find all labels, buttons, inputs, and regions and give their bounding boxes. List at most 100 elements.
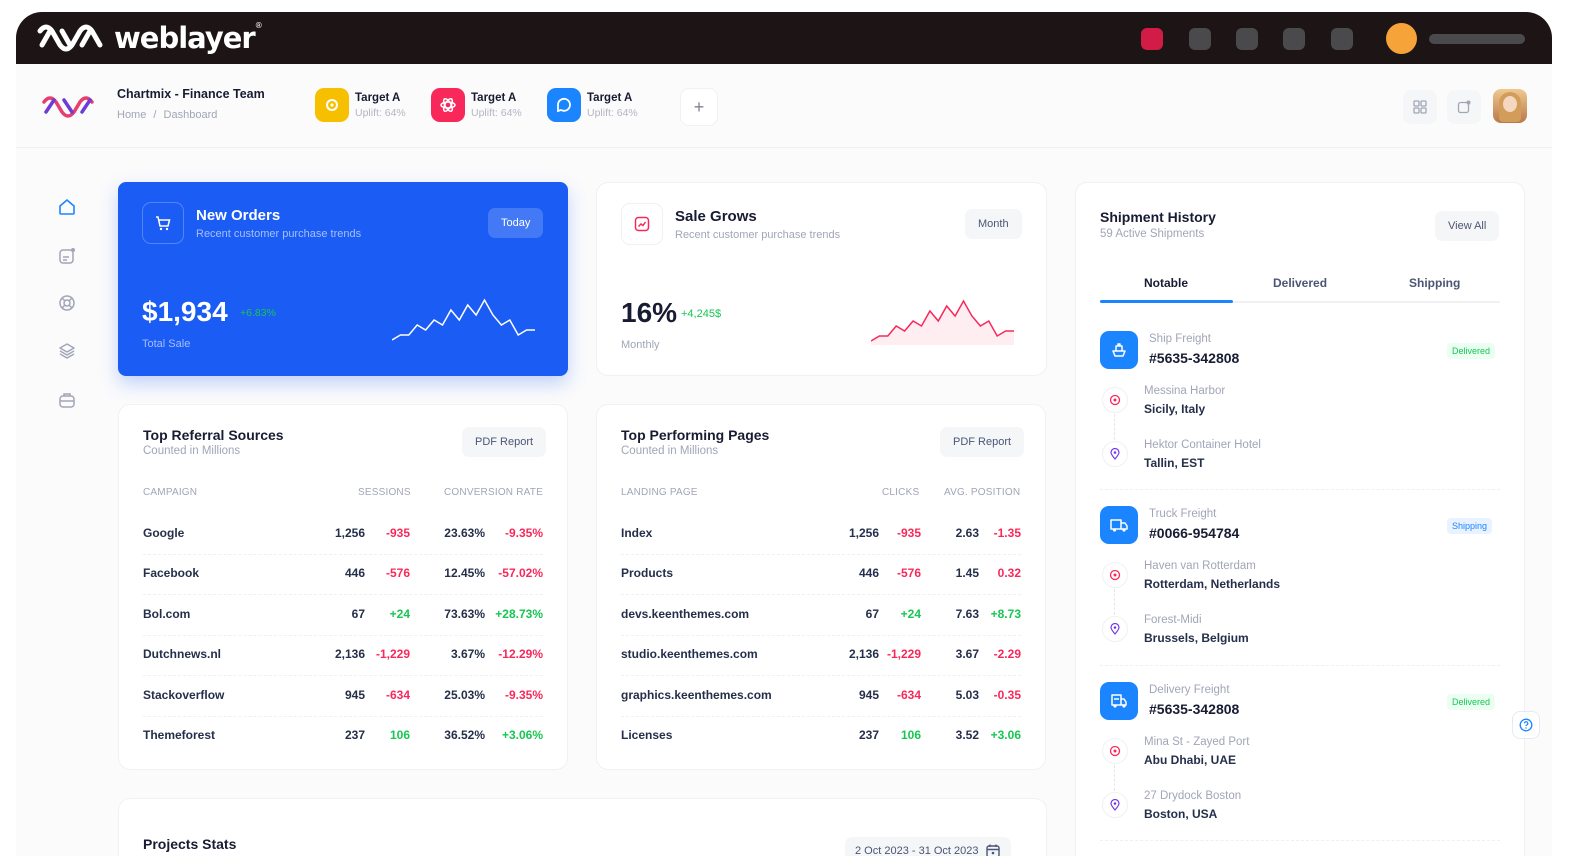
table-row[interactable]: Bol.com 67 +24 73.63% +28.73% xyxy=(143,595,543,636)
layers-icon[interactable] xyxy=(56,340,78,362)
sessions-value: 945 xyxy=(344,687,365,702)
brand-name: weblayer xyxy=(114,21,256,55)
row-name[interactable]: Licenses xyxy=(621,728,673,742)
row-name[interactable]: Facebook xyxy=(143,566,200,581)
month-filter-button[interactable]: Month xyxy=(965,209,1022,239)
column-header[interactable]: CONVERSION RATE xyxy=(444,487,543,498)
new-orders-card: New Orders Recent customer purchase tren… xyxy=(118,182,568,376)
row-name[interactable]: studio.keenthemes.com xyxy=(621,647,758,662)
grid-icon[interactable] xyxy=(1403,90,1437,124)
target-name: Target A xyxy=(587,91,633,104)
table-row[interactable]: Licenses 237 106 3.52 +3.06 xyxy=(621,716,1021,757)
clicks-delta: 106 xyxy=(900,728,921,742)
row-name[interactable]: Google xyxy=(143,526,185,540)
clicks-value: 945 xyxy=(858,687,879,702)
card-subtitle: Recent customer purchase trends xyxy=(196,228,362,240)
table-row[interactable]: devs.keenthemes.com 67 +24 7.63 +8.73 xyxy=(621,595,1021,636)
topbar-avatar[interactable] xyxy=(1386,23,1417,54)
table-row[interactable]: graphics.keenthemes.com 945 -634 5.03 -0.35 xyxy=(621,676,1021,717)
clicks-value: 67 xyxy=(865,606,879,621)
table-row[interactable]: Stackoverflow 945 -634 25.03% -9.35% xyxy=(143,676,543,717)
freight-id[interactable]: #5635-342808 xyxy=(1149,350,1240,366)
breadcrumb: Home / Dashboard xyxy=(117,109,217,121)
lifebuoy-icon[interactable] xyxy=(56,292,78,314)
app-logo-icon[interactable] xyxy=(40,90,96,120)
sessions-value: 2,136 xyxy=(334,647,365,662)
route-line xyxy=(1114,414,1115,440)
row-name[interactable]: Bol.com xyxy=(143,606,191,621)
sessions-delta: 106 xyxy=(389,728,410,742)
card-subtitle: Counted in Millions xyxy=(143,445,241,457)
row-name[interactable]: Products xyxy=(621,566,674,581)
performing-pages-card: Top Performing Pages Counted in Millions… xyxy=(596,404,1046,770)
table-row[interactable]: studio.keenthemes.com 2,136 -1,229 3.67 -2.2… xyxy=(621,635,1021,677)
help-icon[interactable] xyxy=(1512,711,1540,739)
home-icon[interactable] xyxy=(56,196,78,218)
topbar-dot[interactable] xyxy=(1236,28,1258,50)
clicks-value: 1,256 xyxy=(848,526,879,540)
date-range-picker[interactable]: 2 Oct 2023 - 31 Oct 2023 xyxy=(845,837,1011,856)
freight-id[interactable]: #5635-342808 xyxy=(1149,701,1240,717)
tab-notable[interactable]: Notable xyxy=(1144,276,1189,290)
total-sale-amount: $1,934 xyxy=(142,296,228,327)
row-name[interactable]: Dutchnews.nl xyxy=(143,647,222,662)
row-name[interactable]: Index xyxy=(621,526,653,540)
add-target-button[interactable]: + xyxy=(680,88,718,126)
notification-icon[interactable] xyxy=(1447,90,1481,124)
column-header[interactable]: LANDING PAGE xyxy=(621,487,698,498)
freight-id[interactable]: #0066-954784 xyxy=(1149,525,1240,541)
table-row[interactable]: Dutchnews.nl 2,136 -1,229 3.67% -12.29% xyxy=(143,635,543,677)
profile-card-icon[interactable] xyxy=(56,245,78,267)
row-name[interactable]: Themeforest xyxy=(143,728,216,742)
target-item[interactable]: Target A Uplift: 64% xyxy=(315,88,406,122)
table-row[interactable]: Google 1,256 -935 23.63% -9.35% xyxy=(143,514,543,555)
origin-name: Messina Harbor xyxy=(1144,385,1226,397)
conversion-delta: -12.29% xyxy=(498,647,543,662)
row-name[interactable]: graphics.keenthemes.com xyxy=(621,687,772,702)
topbar-dot-red[interactable] xyxy=(1141,28,1163,50)
table-row[interactable]: Themeforest 237 106 36.52% +3.06% xyxy=(143,716,543,757)
pdf-report-button[interactable]: PDF Report xyxy=(940,427,1025,457)
column-header[interactable]: AVG. POSITION xyxy=(944,487,1021,498)
sessions-value: 67 xyxy=(351,606,365,621)
trend-up-icon xyxy=(621,203,663,245)
table-row[interactable]: Products 446 -576 1.45 0.32 xyxy=(621,554,1021,596)
sessions-delta: -634 xyxy=(385,687,410,702)
target-item[interactable]: Target A Uplift: 64% xyxy=(431,88,522,122)
sessions-delta: +24 xyxy=(389,606,410,621)
table-row[interactable]: Facebook 446 -576 12.45% -57.02% xyxy=(143,554,543,596)
breadcrumb-home[interactable]: Home xyxy=(117,109,147,121)
column-header[interactable]: CLICKS xyxy=(882,487,920,498)
chat-icon xyxy=(547,88,581,122)
row-name[interactable]: devs.keenthemes.com xyxy=(621,606,750,621)
sale-grows-card: Sale Grows Recent customer purchase tren… xyxy=(596,182,1047,376)
route-line xyxy=(1114,765,1115,791)
topbar-dot[interactable] xyxy=(1331,28,1353,50)
tab-shipping[interactable]: Shipping xyxy=(1409,276,1461,290)
table-row[interactable]: Index 1,256 -935 2.63 -1.35 xyxy=(621,514,1021,555)
avg-position: 3.52 xyxy=(955,728,979,742)
target-uplift: Uplift: 64% xyxy=(587,106,638,119)
clicks-value: 2,136 xyxy=(848,647,879,662)
column-header[interactable]: SESSIONS xyxy=(358,487,411,498)
topbar-dot[interactable] xyxy=(1283,28,1305,50)
pdf-report-button[interactable]: PDF Report xyxy=(462,427,547,457)
today-filter-button[interactable]: Today xyxy=(488,208,544,238)
sparkline-line xyxy=(871,299,1014,342)
avg-position: 2.63 xyxy=(955,526,979,540)
clicks-value: 446 xyxy=(858,566,879,581)
clicks-delta: -1,229 xyxy=(886,647,921,662)
target-item[interactable]: Target A Uplift: 64% xyxy=(547,88,638,122)
row-name[interactable]: Stackoverflow xyxy=(143,687,225,702)
tab-delivered[interactable]: Delivered xyxy=(1273,276,1328,290)
column-header[interactable]: CAMPAIGN xyxy=(143,487,198,498)
topbar-dot[interactable] xyxy=(1189,28,1211,50)
referral-sources-card: Top Referral Sources Counted in Millions… xyxy=(118,404,568,770)
projects-stats-card: Projects Stats 2 Oct 2023 - 31 Oct 2023 xyxy=(118,798,1047,856)
user-avatar[interactable] xyxy=(1493,89,1527,123)
growth-amount: 16% xyxy=(621,297,678,328)
card-title: New Orders xyxy=(196,207,281,224)
briefcase-icon[interactable] xyxy=(56,389,78,411)
breadcrumb-dashboard[interactable]: Dashboard xyxy=(163,109,218,121)
view-all-button[interactable]: View All xyxy=(1435,211,1500,241)
